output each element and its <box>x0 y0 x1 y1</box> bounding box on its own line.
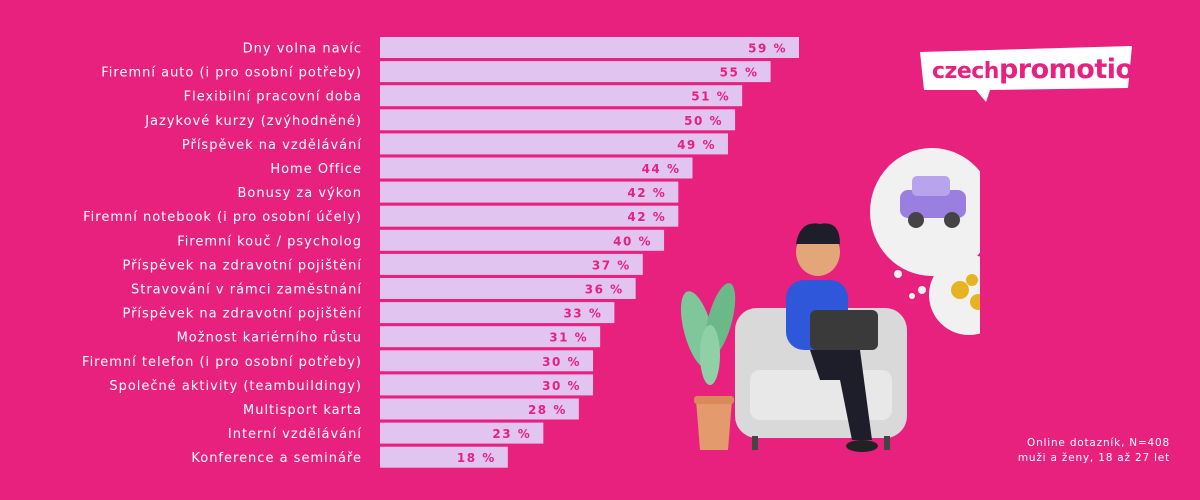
bar <box>380 229 665 251</box>
bar <box>380 446 508 468</box>
value-label: 51 % <box>691 90 730 104</box>
category-label: Příspěvek na vzdělávání <box>182 138 362 153</box>
footnote-line-1: Online dotazník, N=408 <box>1027 437 1170 449</box>
value-label: 55 % <box>720 66 759 80</box>
category-label: Firemní notebook (i pro osobní účely) <box>83 210 362 225</box>
logo-text-big: promotion <box>998 54 1153 85</box>
bar <box>380 37 799 58</box>
bar <box>380 422 544 444</box>
bar <box>380 302 615 324</box>
value-label: 37 % <box>592 258 631 272</box>
value-label: 30 % <box>542 355 581 369</box>
value-label: 23 % <box>492 427 531 441</box>
value-label: 44 % <box>642 162 681 176</box>
person-icon <box>786 223 878 452</box>
category-label: Stravování v rámci zaměstnání <box>131 283 362 298</box>
value-label: 31 % <box>549 331 588 345</box>
value-label: 59 % <box>748 42 787 56</box>
category-label: Interní vzdělávání <box>228 427 362 442</box>
category-label: Bonusy za výkon <box>237 186 362 201</box>
thought-cloud-car-icon <box>870 148 980 276</box>
bar <box>380 133 728 155</box>
bar <box>380 109 736 131</box>
category-label: Home Office <box>270 162 362 177</box>
bar <box>380 326 601 348</box>
category-label: Firemní kouč / psycholog <box>177 234 362 249</box>
value-label: 42 % <box>627 186 666 200</box>
category-label: Flexibilní pracovní doba <box>184 90 362 105</box>
category-label: Firemní auto (i pro osobní potřeby) <box>101 66 362 81</box>
category-label: Společné aktivity (teambuildingy) <box>109 379 362 394</box>
bar <box>380 350 594 372</box>
plant-icon <box>680 283 736 450</box>
logo-text-small: czech <box>932 59 999 84</box>
bar <box>380 61 771 83</box>
value-label: 33 % <box>563 307 602 321</box>
bar <box>380 374 594 396</box>
value-label: 30 % <box>542 379 581 393</box>
value-label: 28 % <box>528 403 567 417</box>
bar <box>380 205 679 227</box>
category-label: Jazykové kurzy (zvýhodněné) <box>144 114 362 129</box>
value-label: 42 % <box>627 210 666 224</box>
category-label: Dny volna navíc <box>243 42 362 57</box>
value-label: 18 % <box>457 451 496 465</box>
value-label: 50 % <box>684 114 723 128</box>
bar <box>380 398 579 420</box>
bar <box>380 181 679 203</box>
bar <box>380 278 636 299</box>
category-label: Firemní telefon (i pro osobní potřeby) <box>82 355 362 370</box>
logo-badge <box>920 46 1132 102</box>
thought-cloud-coins-icon <box>929 255 980 335</box>
bar <box>380 253 643 275</box>
value-label: 36 % <box>585 283 624 297</box>
category-label: Možnost kariérního růstu <box>177 331 362 346</box>
category-label: Multisport karta <box>243 403 362 418</box>
category-label: Příspěvek na zdravotní pojištění <box>122 258 362 273</box>
category-label: Příspěvek na zdravotní pojištění <box>122 307 362 322</box>
bar <box>380 157 693 179</box>
category-label: Konference a semináře <box>191 451 362 466</box>
czechpromotion-logo: czechpromotion <box>918 44 1153 104</box>
footnote-line-2: muži a ženy, 18 až 27 let <box>1017 452 1170 464</box>
survey-footnote: Online dotazník, N=408 muži a ženy, 18 a… <box>940 436 1170 466</box>
illustration <box>680 148 980 452</box>
value-label: 49 % <box>677 138 716 152</box>
value-label: 40 % <box>613 234 652 248</box>
bar <box>380 85 743 107</box>
